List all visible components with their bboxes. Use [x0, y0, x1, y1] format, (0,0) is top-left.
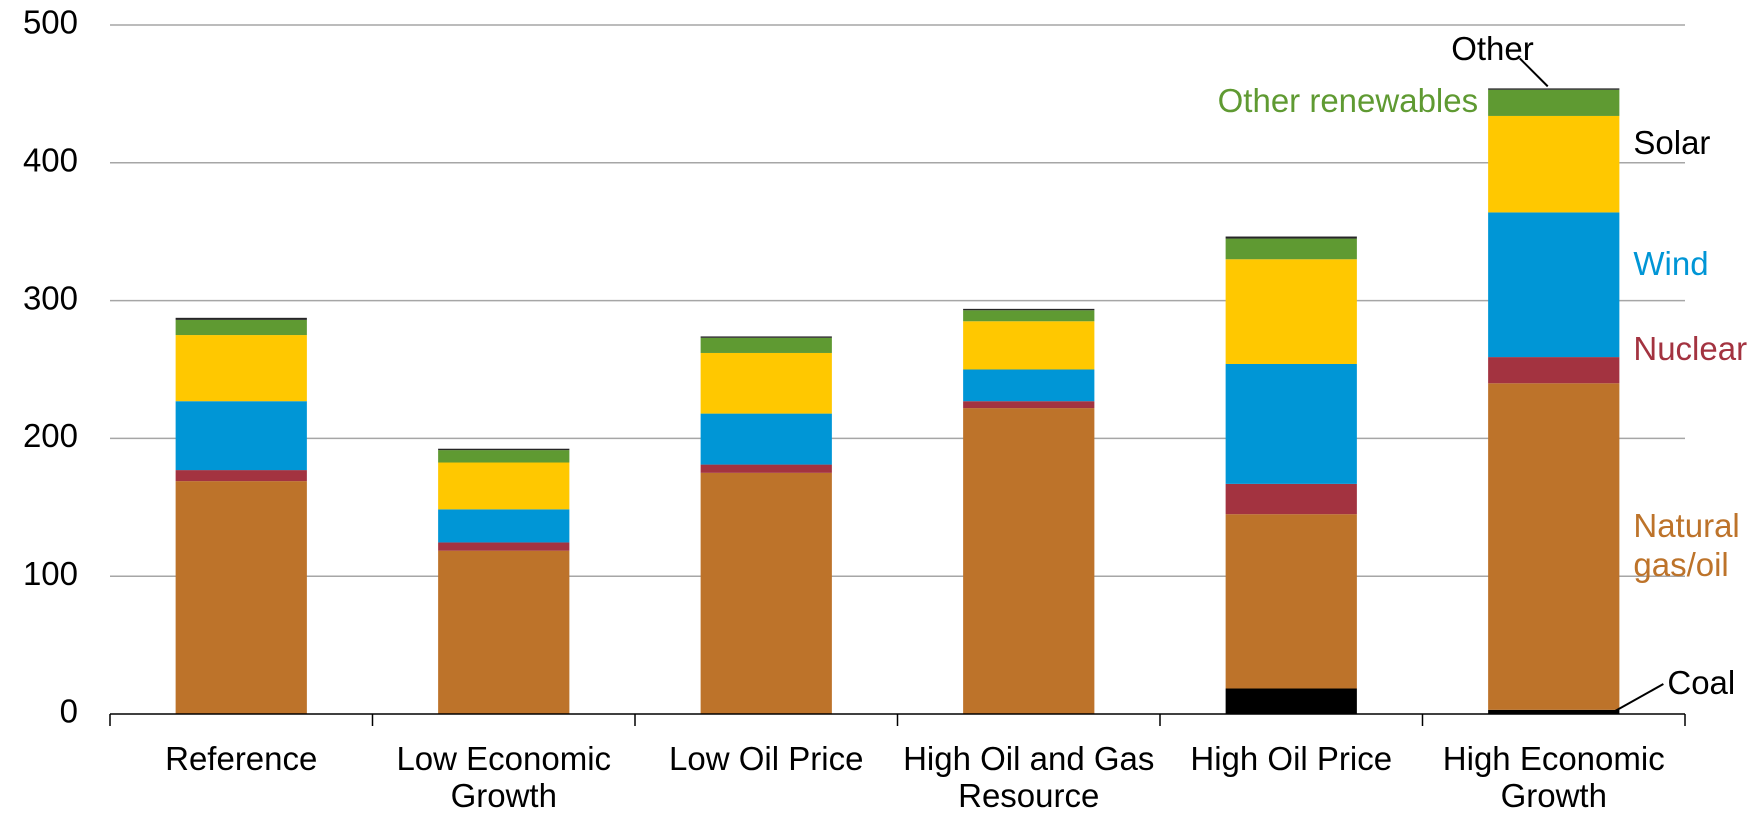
bar-segment [700, 472, 832, 714]
bar-segment [175, 401, 307, 471]
bar-segment [175, 319, 307, 336]
bar-segment [963, 369, 1095, 402]
bar-segment [700, 464, 832, 473]
legend-label: Other [1451, 30, 1534, 68]
y-tick-label: 500 [23, 4, 78, 41]
bar-segment [963, 308, 1095, 311]
legend-label: Solar [1633, 124, 1711, 162]
bar-segment [175, 481, 307, 714]
bar-segment [1488, 709, 1620, 714]
bar-segment [1488, 357, 1620, 384]
bar-segment [963, 401, 1095, 409]
x-tick-label: High Economic Growth [1442, 740, 1665, 815]
bar-segment [1488, 115, 1620, 213]
bar-segment [700, 413, 832, 465]
bar-segment [700, 352, 832, 414]
bar-segment [438, 448, 570, 451]
bar-segment [438, 450, 570, 463]
legend-label: Nuclear [1633, 330, 1748, 368]
legend-label: Coal [1667, 664, 1736, 701]
bar-segment [1225, 483, 1357, 515]
bar-segment [1225, 514, 1357, 689]
y-tick-label: 200 [23, 417, 78, 454]
leader-line [1612, 683, 1664, 713]
bar-segment [1225, 236, 1357, 239]
bar-segment [175, 317, 307, 320]
x-tick-label: Low Oil Price [669, 740, 864, 777]
y-tick-label: 0 [60, 693, 78, 730]
bar-segment [1488, 88, 1620, 90]
bar-segment [438, 542, 570, 551]
bar-segment [700, 337, 832, 353]
bar-segment [963, 321, 1095, 370]
x-tick-label: Reference [165, 740, 318, 777]
bar-segment [438, 550, 570, 714]
legend-label: Natural gas/oil [1633, 506, 1740, 583]
bar-segment [1225, 238, 1357, 260]
bar-segment [1225, 363, 1357, 484]
bar-segment [1225, 688, 1357, 714]
bar-segment [175, 335, 307, 402]
bar-segment [438, 509, 570, 543]
bar-segment [438, 462, 570, 510]
legend-label: Wind [1633, 244, 1709, 282]
y-tick-label: 400 [23, 142, 78, 179]
bar-segment [963, 408, 1095, 714]
bar-segment [700, 336, 832, 338]
bar-segment [175, 470, 307, 482]
x-tick-label: High Oil Price [1190, 740, 1393, 777]
bar-segment [1488, 212, 1620, 358]
legend-label: Other renewables [1217, 81, 1479, 119]
y-tick-label: 100 [23, 555, 78, 592]
bar-segment [1225, 259, 1357, 364]
x-tick-label: High Oil and Gas Resource [903, 740, 1155, 815]
bar-segment [963, 310, 1095, 322]
y-tick-label: 300 [23, 279, 78, 316]
bar-segment [1488, 89, 1620, 116]
bar-segment [1488, 383, 1620, 710]
x-tick-label: Low Economic Growth [396, 740, 612, 815]
leader-line [1519, 57, 1549, 88]
